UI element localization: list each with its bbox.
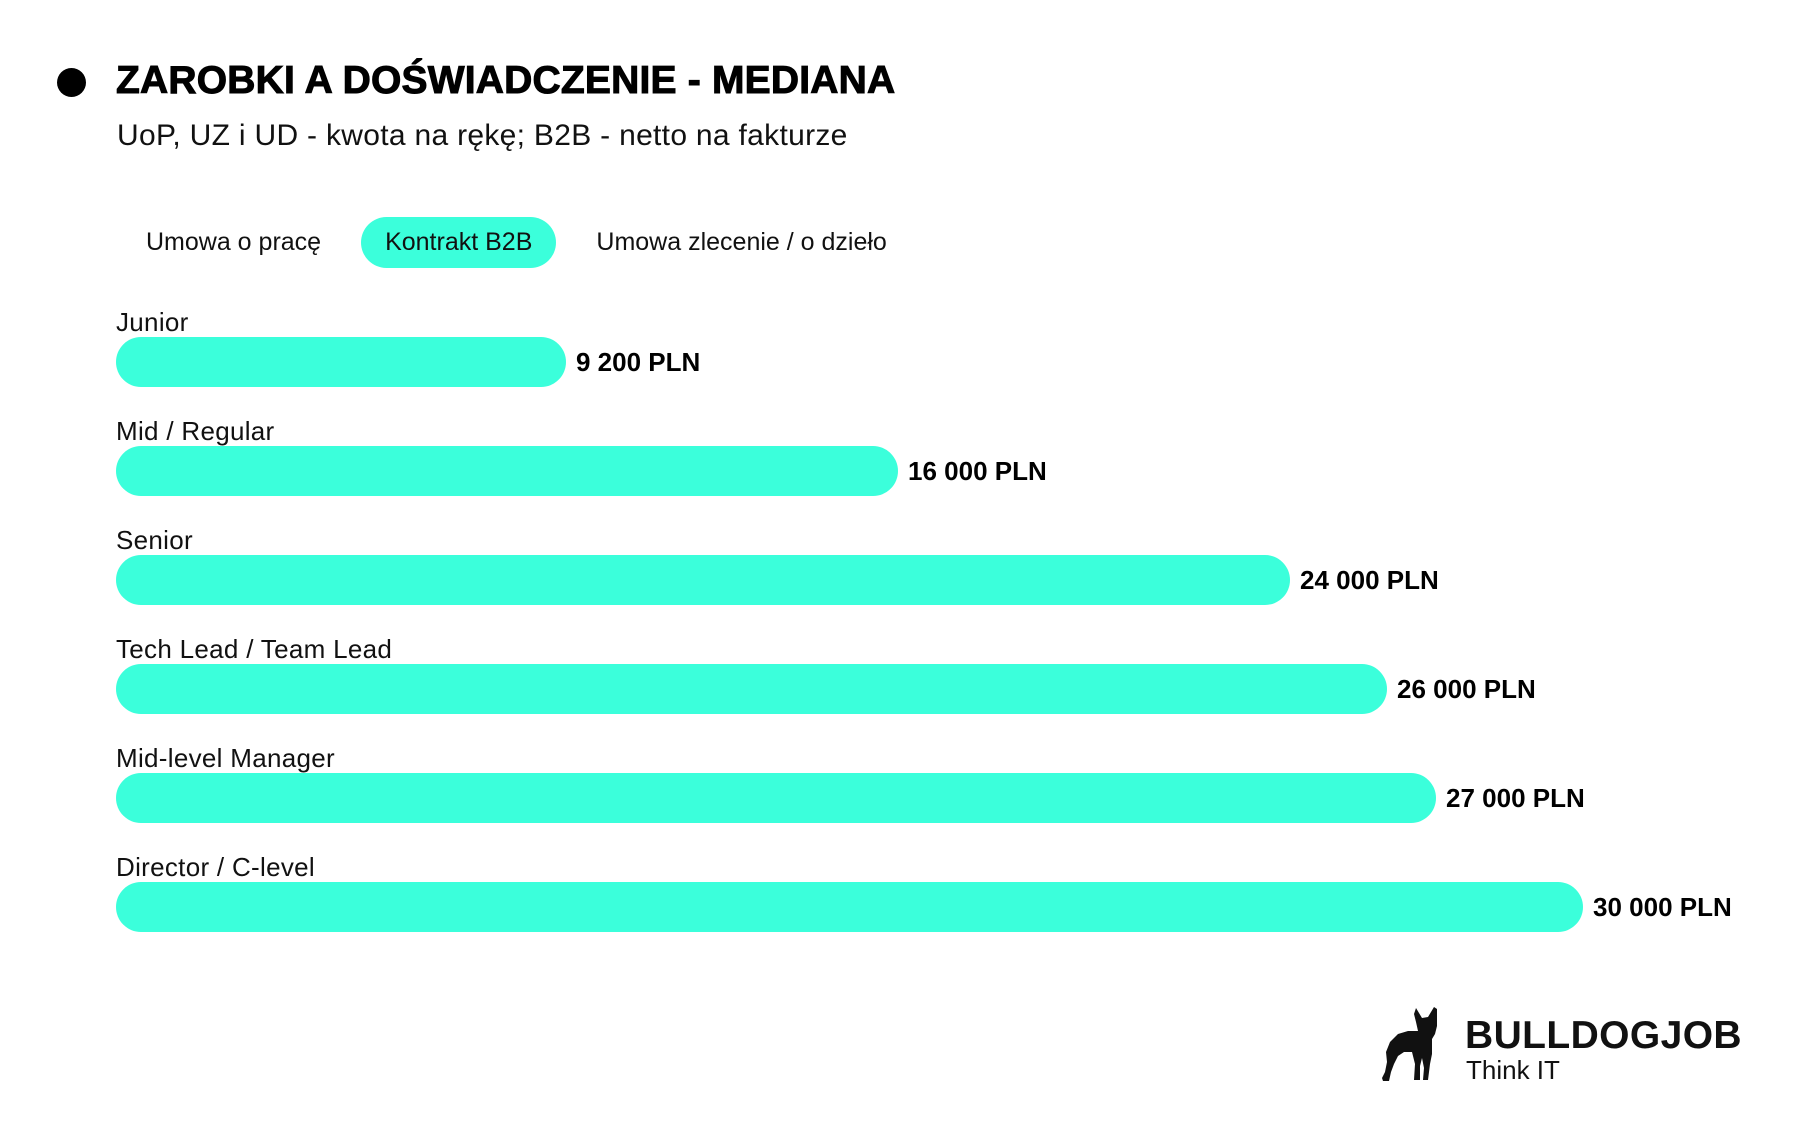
chart-area: Junior 9 200 PLN Mid / Regular 16 000 PL… bbox=[0, 305, 1753, 959]
bar bbox=[116, 882, 1583, 932]
chart-row-mid-regular: Mid / Regular 16 000 PLN bbox=[0, 414, 1753, 523]
logo-brand-text: BULLDOGJOB bbox=[1465, 1014, 1742, 1057]
chart-row-director: Director / C-level 30 000 PLN bbox=[0, 850, 1753, 959]
value-label: 27 000 PLN bbox=[1446, 783, 1585, 813]
value-label: 24 000 PLN bbox=[1300, 565, 1439, 595]
title-bullet bbox=[57, 68, 86, 97]
value-label: 9 200 PLN bbox=[576, 347, 701, 377]
row-label: Senior bbox=[116, 525, 193, 555]
bulldog-icon bbox=[1382, 1007, 1437, 1081]
row-label: Mid-level Manager bbox=[116, 743, 335, 773]
bulldogjob-logo: BULLDOGJOB Think IT bbox=[1378, 1006, 1778, 1085]
value-label: 30 000 PLN bbox=[1593, 892, 1732, 922]
page-subtitle: UoP, UZ i UD - kwota na rękę; B2B - nett… bbox=[117, 119, 848, 152]
row-label: Junior bbox=[116, 307, 189, 337]
row-label: Tech Lead / Team Lead bbox=[116, 634, 393, 664]
bar bbox=[116, 773, 1436, 823]
bar bbox=[116, 555, 1290, 605]
logo-tagline: Think IT bbox=[1466, 1055, 1560, 1085]
bar bbox=[116, 337, 566, 387]
bar bbox=[116, 664, 1387, 714]
value-label: 16 000 PLN bbox=[908, 456, 1047, 486]
row-label: Mid / Regular bbox=[116, 416, 275, 446]
chart-row-tech-lead: Tech Lead / Team Lead 26 000 PLN bbox=[0, 632, 1753, 741]
bar bbox=[116, 446, 898, 496]
tab-kontrakt-b2b[interactable]: Kontrakt B2B bbox=[361, 217, 557, 268]
chart-row-mid-level-manager: Mid-level Manager 27 000 PLN bbox=[0, 741, 1753, 850]
chart-row-senior: Senior 24 000 PLN bbox=[0, 523, 1753, 632]
chart-row-junior: Junior 9 200 PLN bbox=[0, 305, 1753, 414]
tab-umowa-o-prace[interactable]: Umowa o pracę bbox=[146, 228, 322, 256]
row-label: Director / C-level bbox=[116, 852, 315, 882]
contract-type-tabs: Umowa o pracę Kontrakt B2B Umowa zleceni… bbox=[122, 217, 911, 268]
page-title: ZAROBKI A DOŚWIADCZENIE - MEDIANA bbox=[115, 59, 896, 103]
value-label: 26 000 PLN bbox=[1397, 674, 1536, 704]
tab-umowa-zlecenie[interactable]: Umowa zlecenie / o dzieło bbox=[596, 228, 887, 256]
